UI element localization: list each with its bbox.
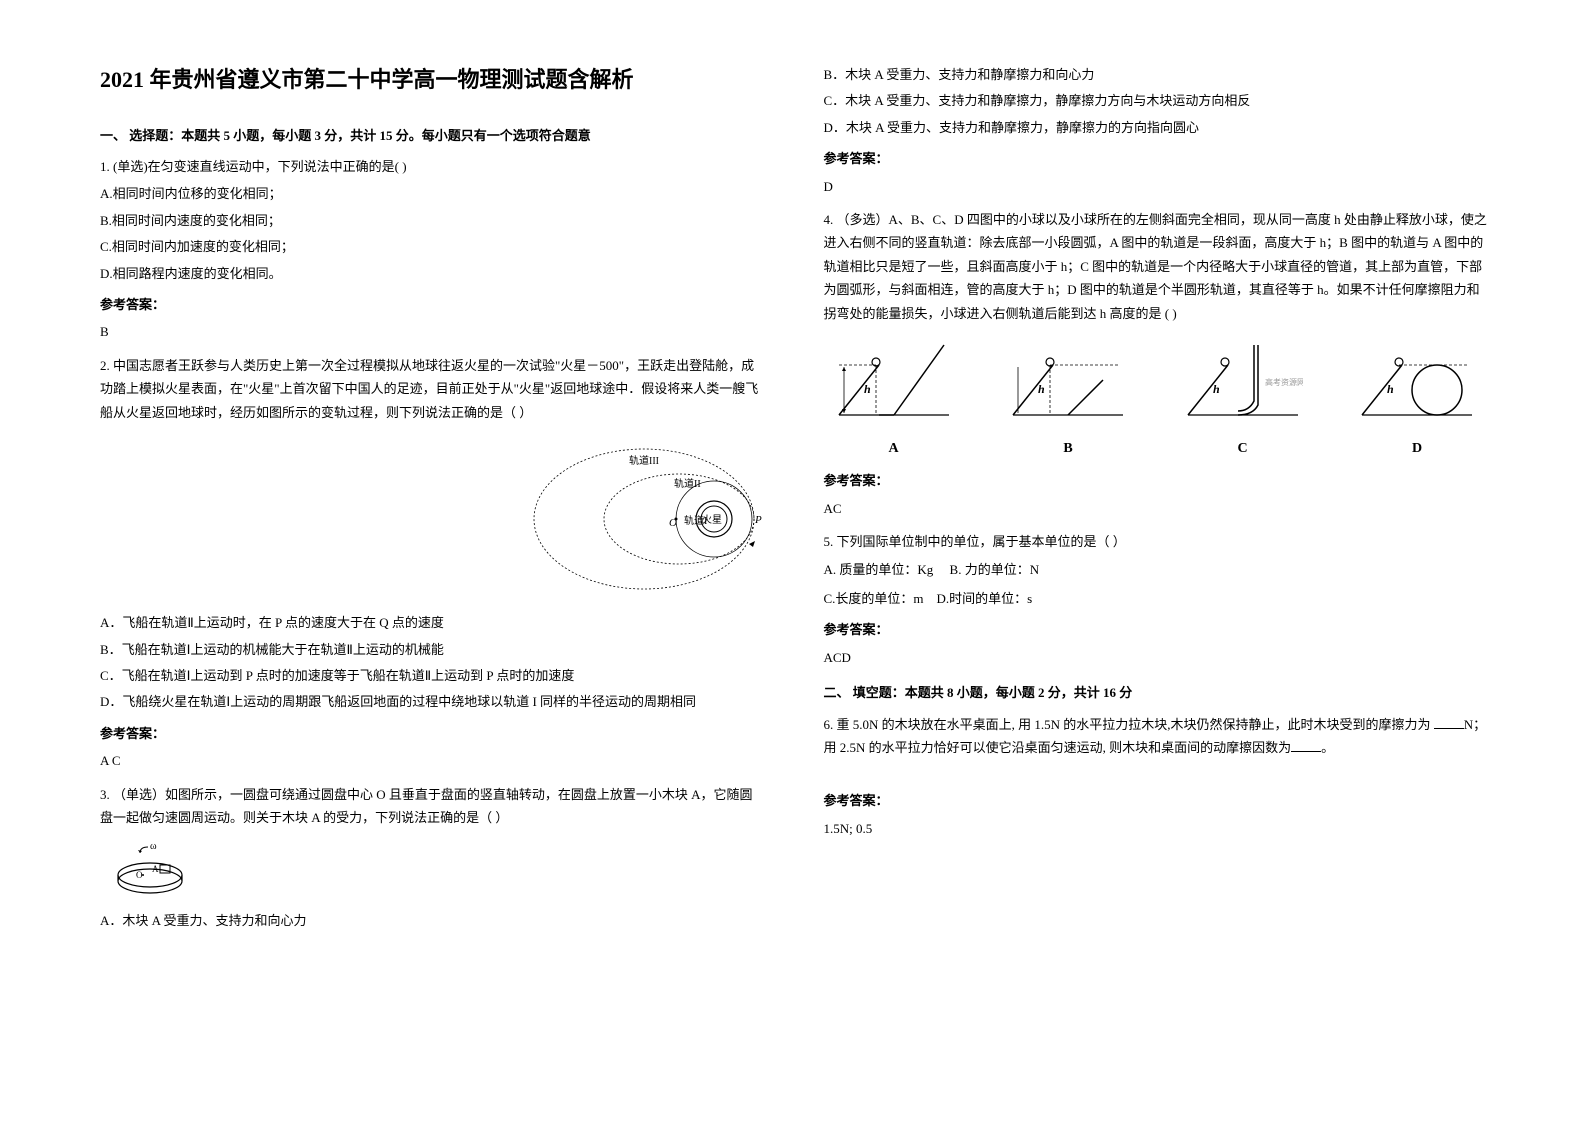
track-b-label: B (1008, 436, 1128, 461)
q1-answer: B (100, 320, 764, 343)
page-title: 2021 年贵州省遵义市第二十中学高一物理测试题含解析 (100, 60, 764, 100)
q1-option-c: C.相同时间内加速度的变化相同； (100, 235, 764, 258)
question-3: 3. （单选）如图所示，一圆盘可绕通过圆盘中心 O 且垂直于盘面的竖直轴转动，在… (100, 783, 764, 933)
disc-diagram: O A ω (110, 835, 190, 895)
q5-answer-label: 参考答案： (824, 618, 1488, 641)
q3-text: 3. （单选）如图所示，一圆盘可绕通过圆盘中心 O 且垂直于盘面的竖直轴转动，在… (100, 783, 764, 830)
spacer (824, 763, 1488, 781)
track-b-svg: h (1008, 335, 1128, 425)
question-6: 6. 重 5.0N 的木块放在水平桌面上, 用 1.5N 的水平拉力拉木块,木块… (824, 713, 1488, 841)
track-d-label: D (1357, 436, 1477, 461)
track-d-svg: h (1357, 335, 1477, 425)
q1-option-a: A.相同时间内位移的变化相同； (100, 182, 764, 205)
q2-answer: A C (100, 749, 764, 772)
q6-answer-label: 参考答案： (824, 789, 1488, 812)
q4-figure-row: h A h B (824, 335, 1488, 462)
point-p-label: P (754, 514, 762, 526)
q3-answer: D (824, 175, 1488, 198)
q5-text: 5. 下列国际单位制中的单位，属于基本单位的是（ ） (824, 530, 1488, 553)
q5-option-c: C.长度的单位：m (824, 591, 924, 606)
question-2: 2. 中国志愿者王跃参与人类历史上第一次全过程模拟从地球往返火星的一次试验"火星… (100, 354, 764, 773)
question-1: 1. (单选)在匀变速直线运动中，下列说法中正确的是( ) A.相同时间内位移的… (100, 155, 764, 344)
question-3-continued: B．木块 A 受重力、支持力和静摩擦力和向心力 C．木块 A 受重力、支持力和静… (824, 63, 1488, 198)
q2-answer-label: 参考答案： (100, 722, 764, 745)
section-2-header: 二、 填空题：本题共 8 小题，每小题 2 分，共计 16 分 (824, 681, 1488, 704)
h-label-d: h (1387, 382, 1394, 396)
orbit-diagram: 火星 P O 轨道I 轨道II 轨道III (524, 434, 764, 594)
q5-option-a: A. 质量的单位：Kg (824, 562, 934, 577)
orbit3-label: 轨道III (629, 454, 659, 467)
watermark-text: 高考资源网 (1265, 377, 1303, 387)
q5-answer: ACD (824, 646, 1488, 669)
q2-figure: 火星 P O 轨道I 轨道II 轨道III (100, 434, 764, 601)
q3-figure: O A ω (110, 835, 764, 902)
q4-answer-label: 参考答案： (824, 469, 1488, 492)
q5-options-row1: A. 质量的单位：Kg B. 力的单位：N (824, 558, 1488, 581)
track-c: h 高考资源网 C (1183, 335, 1303, 462)
h-label-a: h (864, 382, 871, 396)
q5-option-b: B. 力的单位：N (950, 562, 1040, 577)
orbit1-label: 轨道I (684, 514, 707, 527)
q3-option-c: C．木块 A 受重力、支持力和静摩擦力，静摩擦力方向与木块运动方向相反 (824, 89, 1488, 112)
disc-center-label: O (136, 870, 143, 880)
track-c-svg: h 高考资源网 (1183, 335, 1303, 425)
track-b: h B (1008, 335, 1128, 462)
q2-option-b: B．飞船在轨道Ⅰ上运动的机械能大于在轨道Ⅱ上运动的机械能 (100, 638, 764, 661)
left-column: 2021 年贵州省遵义市第二十中学高一物理测试题含解析 一、 选择题：本题共 5… (100, 60, 764, 1062)
rocket-icon (749, 541, 755, 547)
track-d: h D (1357, 335, 1477, 462)
track-a: h A (834, 335, 954, 462)
question-5: 5. 下列国际单位制中的单位，属于基本单位的是（ ） A. 质量的单位：Kg B… (824, 530, 1488, 669)
q1-option-d: D.相同路程内速度的变化相同。 (100, 262, 764, 285)
blank-1 (1434, 728, 1464, 729)
track-c-label: C (1183, 436, 1303, 461)
q5-option-d: D.时间的单位：s (937, 591, 1033, 606)
q2-option-a: A．飞船在轨道Ⅱ上运动时，在 P 点的速度大于在 Q 点的速度 (100, 611, 764, 634)
q2-text: 2. 中国志愿者王跃参与人类历史上第一次全过程模拟从地球往返火星的一次试验"火星… (100, 354, 764, 424)
q1-text: 1. (单选)在匀变速直线运动中，下列说法中正确的是( ) (100, 155, 764, 178)
blank-2 (1291, 751, 1321, 752)
orbit2-label: 轨道II (674, 477, 701, 490)
right-column: B．木块 A 受重力、支持力和静摩擦力和向心力 C．木块 A 受重力、支持力和静… (824, 60, 1488, 1062)
h-label-b: h (1038, 382, 1045, 396)
q2-option-d: D．飞船绕火星在轨道Ⅰ上运动的周期跟飞船返回地面的过程中绕地球以轨道 I 同样的… (100, 690, 764, 713)
q2-option-c: C．飞船在轨道Ⅰ上运动到 P 点时的加速度等于飞船在轨道Ⅱ上运动到 P 点时的加… (100, 664, 764, 687)
q5-options-row2: C.长度的单位：m D.时间的单位：s (824, 587, 1488, 610)
block-a-label: A (152, 864, 159, 874)
q4-text: 4. （多选）A、B、C、D 四图中的小球以及小球所在的左侧斜面完全相同，现从同… (824, 208, 1488, 325)
q1-option-b: B.相同时间内速度的变化相同； (100, 209, 764, 232)
question-4: 4. （多选）A、B、C、D 四图中的小球以及小球所在的左侧斜面完全相同，现从同… (824, 208, 1488, 520)
q6-text-part1: 6. 重 5.0N 的木块放在水平桌面上, 用 1.5N 的水平拉力拉木块,木块… (824, 717, 1434, 732)
q6-answer: 1.5N; 0.5 (824, 817, 1488, 840)
omega-label: ω (150, 841, 157, 852)
q3-option-d: D．木块 A 受重力、支持力和静摩擦力，静摩擦力的方向指向圆心 (824, 116, 1488, 139)
q4-answer: AC (824, 497, 1488, 520)
q6-text: 6. 重 5.0N 的木块放在水平桌面上, 用 1.5N 的水平拉力拉木块,木块… (824, 713, 1488, 760)
track-a-svg: h (834, 335, 954, 425)
q6-text-part3: 。 (1321, 740, 1334, 755)
q1-answer-label: 参考答案： (100, 293, 764, 316)
q3-option-b: B．木块 A 受重力、支持力和静摩擦力和向心力 (824, 63, 1488, 86)
q3-option-a: A．木块 A 受重力、支持力和向心力 (100, 909, 764, 932)
h-label-c: h (1213, 382, 1220, 396)
q3-answer-label: 参考答案： (824, 147, 1488, 170)
section-1-header: 一、 选择题：本题共 5 小题，每小题 3 分，共计 15 分。每小题只有一个选… (100, 124, 764, 147)
track-a-label: A (834, 436, 954, 461)
